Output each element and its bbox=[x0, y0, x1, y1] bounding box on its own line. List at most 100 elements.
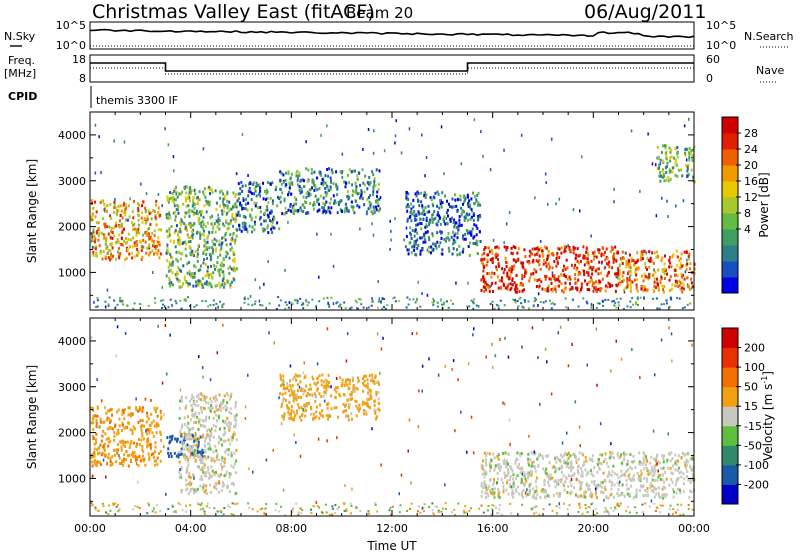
data-cell bbox=[278, 304, 281, 307]
data-cell bbox=[452, 247, 455, 251]
data-cell bbox=[271, 181, 274, 185]
data-cell bbox=[612, 509, 615, 512]
data-cell bbox=[234, 205, 237, 209]
data-cell bbox=[362, 181, 365, 185]
data-cell bbox=[556, 492, 559, 496]
data-cell bbox=[508, 276, 511, 280]
data-cell bbox=[208, 436, 211, 440]
data-cell bbox=[204, 225, 207, 229]
data-cell bbox=[541, 456, 544, 460]
data-cell bbox=[291, 510, 294, 513]
data-cell bbox=[176, 277, 179, 281]
data-cell bbox=[286, 406, 289, 410]
data-cell bbox=[512, 473, 515, 477]
data-cell bbox=[214, 230, 217, 234]
data-cell bbox=[449, 219, 452, 223]
data-cell bbox=[413, 248, 416, 252]
data-cell bbox=[167, 306, 170, 309]
data-cell bbox=[453, 205, 456, 209]
data-cell bbox=[106, 427, 109, 431]
data-cell bbox=[676, 264, 679, 268]
nave-label: Nave bbox=[756, 64, 784, 77]
data-cell bbox=[330, 394, 333, 398]
data-cell bbox=[311, 186, 313, 190]
data-cell bbox=[202, 250, 205, 254]
data-cell bbox=[173, 241, 175, 245]
data-cell bbox=[394, 141, 396, 145]
data-cell bbox=[372, 190, 375, 194]
data-cell bbox=[577, 457, 580, 461]
data-cell bbox=[340, 384, 343, 388]
data-cell bbox=[664, 166, 667, 170]
data-cell bbox=[493, 494, 496, 498]
data-cell bbox=[640, 477, 642, 481]
data-cell bbox=[147, 232, 150, 236]
data-cell bbox=[587, 488, 590, 491]
data-cell bbox=[442, 218, 445, 222]
data-cell bbox=[221, 443, 224, 447]
data-cell bbox=[661, 175, 664, 179]
data-cell bbox=[234, 432, 237, 436]
data-cell bbox=[666, 199, 668, 203]
data-cell bbox=[521, 503, 524, 506]
data-cell bbox=[642, 460, 645, 464]
data-cell bbox=[168, 227, 171, 231]
data-cell bbox=[611, 300, 614, 303]
data-cell bbox=[198, 198, 201, 202]
data-cell bbox=[581, 452, 584, 456]
data-cell bbox=[621, 461, 624, 465]
data-cell bbox=[207, 283, 210, 287]
data-cell bbox=[111, 455, 114, 459]
data-cell bbox=[114, 423, 117, 427]
data-cell bbox=[188, 270, 191, 274]
data-cell bbox=[494, 464, 497, 468]
data-cell bbox=[470, 507, 473, 510]
data-cell bbox=[160, 306, 163, 309]
data-cell bbox=[476, 239, 479, 243]
data-cell bbox=[314, 399, 317, 403]
data-cell bbox=[285, 303, 288, 306]
data-cell bbox=[129, 428, 132, 432]
data-cell bbox=[571, 286, 574, 290]
data-cell bbox=[509, 478, 512, 482]
data-cell bbox=[237, 192, 240, 196]
data-cell bbox=[219, 408, 222, 412]
data-cell bbox=[671, 283, 674, 287]
data-cell bbox=[256, 184, 259, 187]
data-cell bbox=[256, 510, 259, 513]
data-cell bbox=[179, 242, 182, 246]
data-cell bbox=[178, 251, 181, 254]
data-cell bbox=[503, 458, 506, 462]
data-cell bbox=[180, 475, 183, 479]
data-cell bbox=[236, 502, 239, 505]
data-cell bbox=[628, 492, 631, 496]
data-cell bbox=[199, 450, 202, 454]
data-cell bbox=[568, 466, 571, 470]
data-cell bbox=[239, 187, 242, 191]
data-cell bbox=[240, 180, 243, 184]
data-cell bbox=[375, 194, 378, 198]
data-cell bbox=[203, 474, 206, 477]
data-cell bbox=[148, 431, 151, 435]
data-cell bbox=[123, 408, 126, 412]
data-cell bbox=[297, 176, 299, 180]
data-cell bbox=[197, 502, 200, 504]
data-cell bbox=[210, 465, 213, 469]
data-cell bbox=[205, 492, 208, 496]
data-cell bbox=[123, 457, 125, 461]
data-cell bbox=[235, 212, 238, 216]
data-cell bbox=[498, 490, 501, 494]
data-cell bbox=[507, 470, 510, 474]
data-cell bbox=[377, 209, 380, 213]
data-cell bbox=[559, 494, 561, 498]
data-cell bbox=[610, 473, 613, 477]
data-cell bbox=[324, 209, 327, 213]
data-cell bbox=[618, 456, 621, 460]
data-cell bbox=[375, 393, 378, 397]
data-cell bbox=[209, 447, 212, 451]
data-cell bbox=[354, 388, 357, 392]
data-cell bbox=[536, 250, 539, 254]
data-cell bbox=[686, 169, 689, 173]
data-cell bbox=[103, 222, 106, 226]
data-cell bbox=[674, 161, 677, 165]
